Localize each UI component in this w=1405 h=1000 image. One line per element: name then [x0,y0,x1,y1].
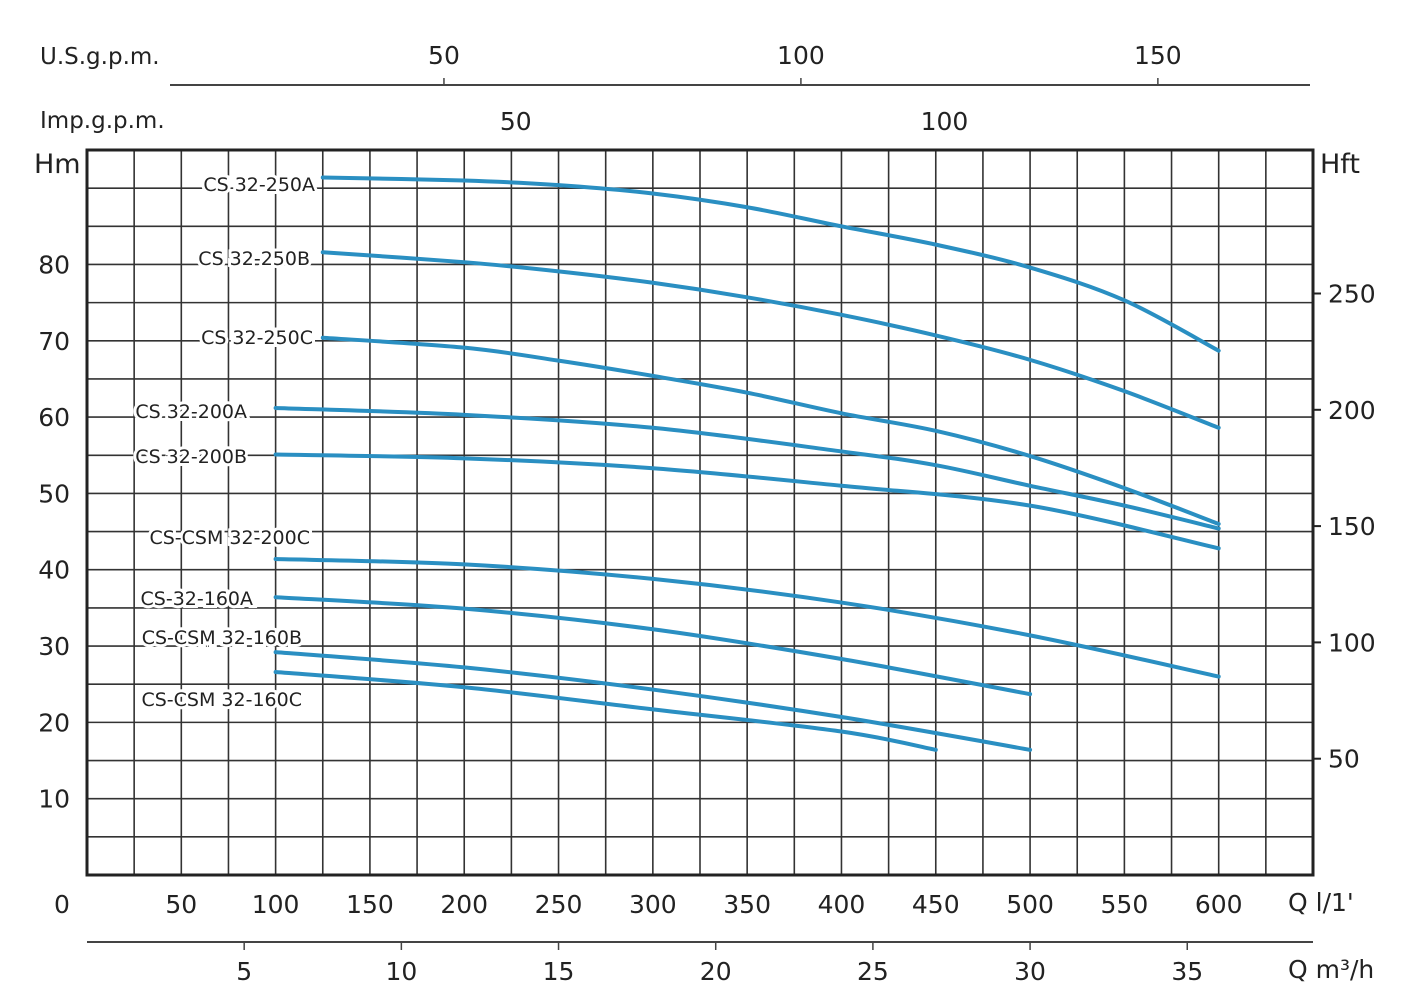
curve-cs-32-160a [273,595,1033,697]
y2-axis-label: Hft [1320,149,1360,180]
x-tick-label: 100 [252,890,300,919]
m3h-tick-label: 30 [1014,957,1046,986]
x-tick-label: 500 [1006,890,1054,919]
impgpm-axis-label: Imp.g.p.m. [40,108,165,134]
x-tick-label: 350 [723,890,771,919]
curve-label: CS-CSM 32-160C [141,689,302,711]
y2-tick-label: 200 [1328,396,1376,425]
x-tick-label: 150 [346,890,394,919]
y-tick-label: 10 [38,785,70,814]
curve-labels: CS 32-250A CS 32-250B CS 32-250C CS 32-200A… [132,171,318,714]
x-tick-label: 400 [818,890,866,919]
y-tick-label: 50 [38,479,70,508]
curve-cs-32-250c [320,335,1221,526]
curve-label: CS 32-250A [203,174,315,196]
m3h-tick-label: 10 [385,957,417,986]
x-tick-label: 200 [440,890,488,919]
x-axis-label: Q l/1' [1288,888,1354,917]
y-tick-label: 20 [38,708,70,737]
x-tick-label: 0 [54,890,70,919]
m3h-tick-label: 15 [543,957,575,986]
grid [87,150,1313,875]
impgpm-tick-label: 50 [500,107,532,136]
y-tick-label: 60 [38,403,70,432]
m3h-tick-label: 5 [236,957,252,986]
curve-label: CS 32-200A [135,401,247,423]
x-tick-label: 550 [1101,890,1149,919]
x-tick-label: 300 [629,890,677,919]
y2-tick-label: 250 [1328,280,1376,309]
y-tick-label: 80 [38,250,70,279]
x-tick-label: 250 [535,890,583,919]
curve-label: CS 32-250C [201,327,313,349]
x-tick-label: 50 [165,890,197,919]
curve-cs-32-250b [320,250,1221,430]
curve-cs-csm-32-160b [273,650,1033,752]
y-axis-label: Hm [34,149,81,180]
curve-label: CS-CSM 32-200C [149,527,310,549]
usgpm-tick-label: 150 [1134,41,1182,70]
y-tick-label: 40 [38,556,70,585]
m3h-tick-label: 35 [1171,957,1203,986]
curve-cs-32-200b [273,452,1221,551]
impgpm-tick-label: 100 [921,107,969,136]
curve-label: CS-32-160A [141,588,253,610]
curve-cs-csm-32-200c [273,557,1221,679]
m3h-tick-label: 20 [700,957,732,986]
m3h-axis-label: Q m³/h [1288,955,1374,984]
y-tick-label: 30 [38,632,70,661]
curve-label: CS 32-250B [198,248,310,270]
y2-tick-label: 50 [1328,745,1360,774]
curve-cs-csm-32-160c [273,670,938,752]
m3h-tick-label: 25 [857,957,889,986]
plot-frame [85,148,1315,877]
x-tick-label: 450 [912,890,960,919]
curve-label: CS 32-200B [135,446,247,468]
usgpm-tick-label: 50 [428,41,460,70]
y2-tick-label: 150 [1328,512,1376,541]
y2-tick-label: 100 [1328,628,1376,657]
usgpm-tick-label: 100 [777,41,825,70]
usgpm-axis-label: U.S.g.p.m. [40,44,160,70]
curve-label: CS-CSM 32-160B [142,627,302,649]
x-tick-label: 600 [1195,890,1243,919]
curve-cs-32-200a [273,405,1221,531]
y-tick-label: 70 [38,327,70,356]
curve-cs-32-250a [320,175,1221,353]
curves [273,175,1221,752]
axes: 0 50 100 150 200 250 300 350 400 450 500 550 6001020… [38,41,1376,986]
